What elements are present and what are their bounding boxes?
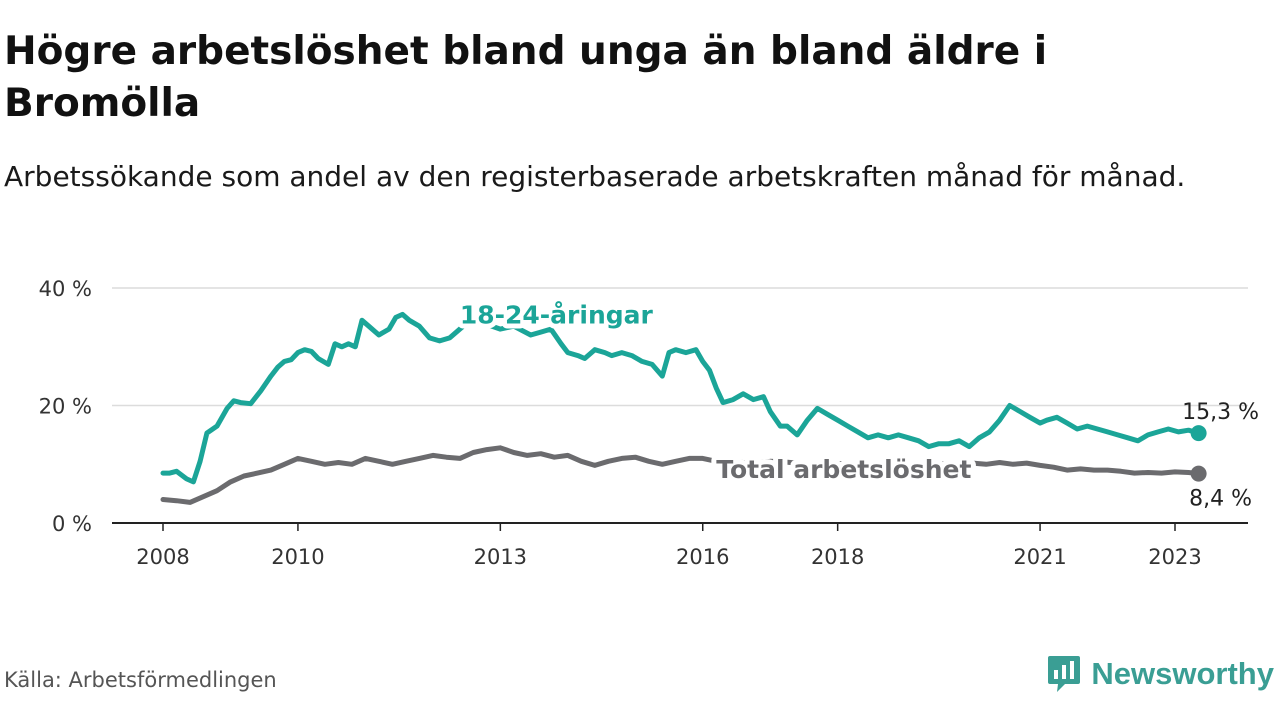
brand-name: Newsworthy: [1091, 656, 1274, 691]
gridlines: [112, 287, 1248, 407]
newsworthy-logo-icon: [1048, 656, 1081, 692]
x-tick-label: 2013: [474, 545, 527, 569]
y-tick-label: 20 %: [39, 395, 92, 419]
chart-title: Högre arbetslöshet bland unga än bland ä…: [4, 29, 1048, 126]
x-tick-label: 2018: [811, 545, 864, 569]
series-lines: [160, 311, 1207, 505]
y-tick-label: 0 %: [52, 512, 92, 536]
series-end-label-1: 8,4 %: [1189, 487, 1252, 512]
series-end-label-0: 15,3 %: [1182, 400, 1259, 425]
x-tick-label: 2008: [136, 545, 189, 569]
x-tick-label: 2016: [676, 545, 729, 569]
series-labels: 15,3 % 18-24-åringar 8,4 % Total arbetslösh…: [455, 296, 1259, 512]
brand-logo: Newsworthy: [1047, 652, 1274, 696]
series-inline-label-0: 18-24-åringar: [460, 301, 654, 330]
y-tick-label: 40 %: [39, 277, 92, 301]
series-end-point-0: [1190, 425, 1207, 442]
series-inline-label-1: Total arbetslöshet: [716, 455, 971, 484]
x-tick-label: 2021: [1013, 545, 1066, 569]
chart-subtitle: Arbetssökande som andel av den registerb…: [4, 160, 1186, 193]
x-tick-label: 2010: [271, 545, 324, 569]
series-end-point-1: [1190, 465, 1207, 482]
series-line-0: [160, 311, 1202, 485]
series-line-1: [160, 445, 1202, 505]
line-chart: 0 %20 %40 %2008 2010 2013 2016 2018 2021 2023 …: [39, 277, 1259, 569]
source-text: Källa: Arbetsförmedlingen: [4, 668, 277, 692]
axes: 0 % 20 % 40 % 2008 2010 2013 2016 2018 2021 2023: [39, 277, 1248, 569]
x-tick-label: 2023: [1148, 545, 1201, 569]
